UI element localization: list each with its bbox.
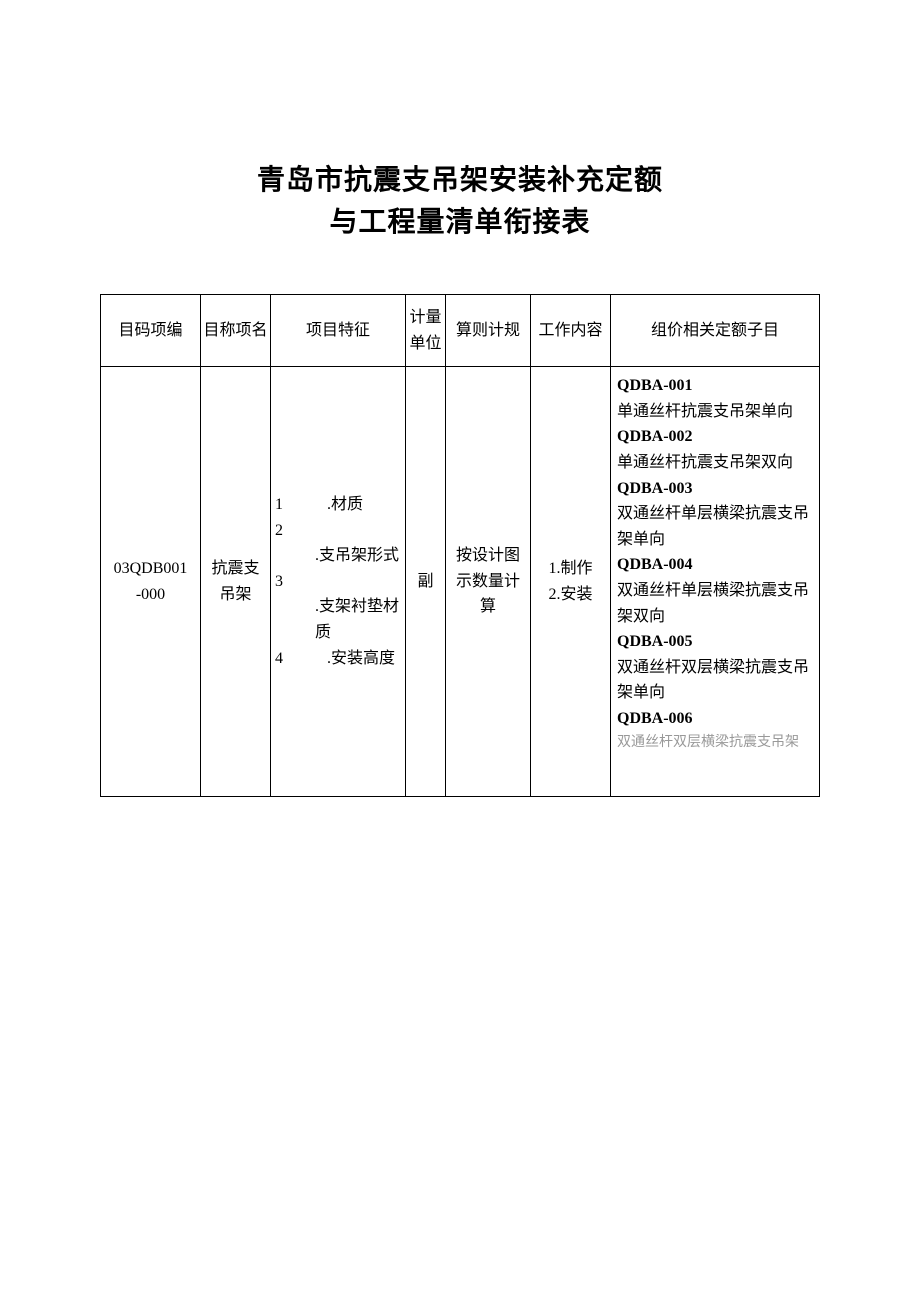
cell-unit: 副 [406,367,446,797]
table-header-row: 目码项编 目称项名 项目特征 计量单位 算则计规 工作内容 组价相关定额子目 [101,295,820,367]
feature-text: .材质 [327,492,363,518]
subitem-code: QDBA-005 [617,629,815,655]
feature-text: .支吊架形式 [315,543,399,569]
header-unit: 计量单位 [406,295,446,367]
title-line-1: 青岛市抗震支吊架安装补充定额 [100,160,820,202]
feature-item: 2 .支吊架形式 [275,518,401,569]
subitem-code: QDBA-006 [617,706,815,732]
cell-name: 抗震支吊架 [201,367,271,797]
header-code: 目码项编 [101,295,201,367]
feature-text: .支架衬垫材质 [315,594,401,645]
subitem-desc: 单通丝杆抗震支吊架双向 [617,450,815,476]
subitem-desc: 双通丝杆单层横梁抗震支吊架双向 [617,578,815,629]
header-sub: 组价相关定额子目 [611,295,820,367]
subitem-desc: 双通丝杆双层横梁抗震支吊架单向 [617,655,815,706]
feature-item: 4 .安装高度 [275,646,401,672]
cell-work: 1.制作 2.安装 [531,367,611,797]
title-line-2: 与工程量清单衔接表 [100,202,820,244]
feature-item: 3 .支架衬垫材质 [275,569,401,646]
feature-num: 1 [275,492,287,518]
work-text: 1.制作 2.安装 [548,560,592,603]
subitem-desc: 单通丝杆抗震支吊架单向 [617,399,815,425]
subitem-code: QDBA-002 [617,424,815,450]
subitem-code: QDBA-001 [617,373,815,399]
cell-rule: 按设计图示数量计算 [446,367,531,797]
cell-feature: 1 .材质 2 .支吊架形式 3 .支架衬垫材质 4 .安装高度 [271,367,406,797]
header-rule: 算则计规 [446,295,531,367]
subitem-code: QDBA-004 [617,552,815,578]
quota-table: 目码项编 目称项名 项目特征 计量单位 算则计规 工作内容 组价相关定额子目 0… [100,294,820,797]
cell-subitems: QDBA-001 单通丝杆抗震支吊架单向 QDBA-002 单通丝杆抗震支吊架双… [611,367,820,797]
code-text: 03QDB001 -000 [114,560,188,603]
header-feature: 项目特征 [271,295,406,367]
cell-code: 03QDB001 -000 [101,367,201,797]
feature-text: .安装高度 [327,646,395,672]
subitem-desc: 双通丝杆单层横梁抗震支吊架单向 [617,501,815,552]
feature-num: 3 [275,569,287,595]
feature-item: 1 .材质 [275,492,401,518]
header-work: 工作内容 [531,295,611,367]
feature-num: 4 [275,646,287,672]
feature-num: 2 [275,518,287,544]
document-title-block: 青岛市抗震支吊架安装补充定额 与工程量清单衔接表 [100,160,820,244]
table-row: 03QDB001 -000 抗震支吊架 1 .材质 2 .支吊架形式 3 .支架衬垫材… [101,367,820,797]
header-name: 目称项名 [201,295,271,367]
subitem-code: QDBA-003 [617,476,815,502]
subitem-desc: 双通丝杆双层横梁抗震支吊架 [617,732,815,754]
